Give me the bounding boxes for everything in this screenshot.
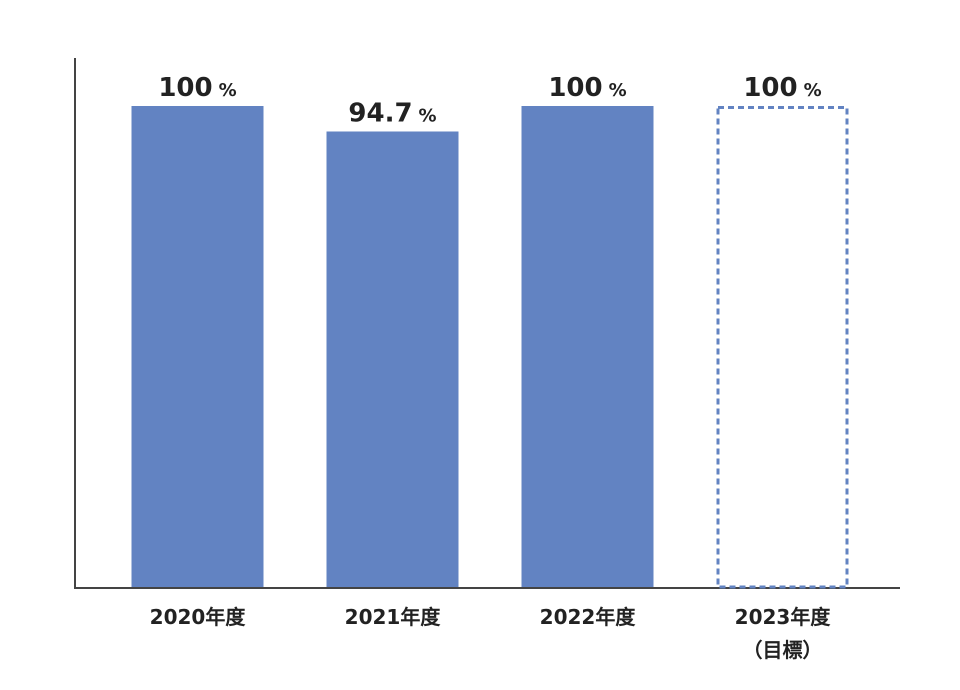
x-tick-label: 2023年度	[735, 605, 832, 629]
x-tick-label: 2022年度	[540, 605, 637, 629]
value-label: 100%	[158, 73, 236, 103]
value-label: 94.7%	[348, 98, 436, 128]
x-tick-label: 2021年度	[345, 605, 442, 629]
value-unit: %	[419, 105, 437, 126]
value-number: 100	[743, 73, 797, 103]
x-tick-sublabel: （目標）	[743, 638, 823, 662]
target-bar	[716, 106, 849, 589]
value-number: 94.7	[348, 98, 412, 128]
bar	[521, 106, 654, 587]
value-unit: %	[804, 80, 822, 101]
bar	[326, 131, 459, 588]
value-unit: %	[219, 80, 237, 101]
value-label: 100%	[743, 73, 821, 103]
value-unit: %	[609, 80, 627, 101]
x-tick-label: 2020年度	[150, 605, 247, 629]
value-number: 100	[548, 73, 602, 103]
value-label: 100%	[548, 73, 626, 103]
value-number: 100	[158, 73, 212, 103]
bar	[131, 106, 264, 587]
